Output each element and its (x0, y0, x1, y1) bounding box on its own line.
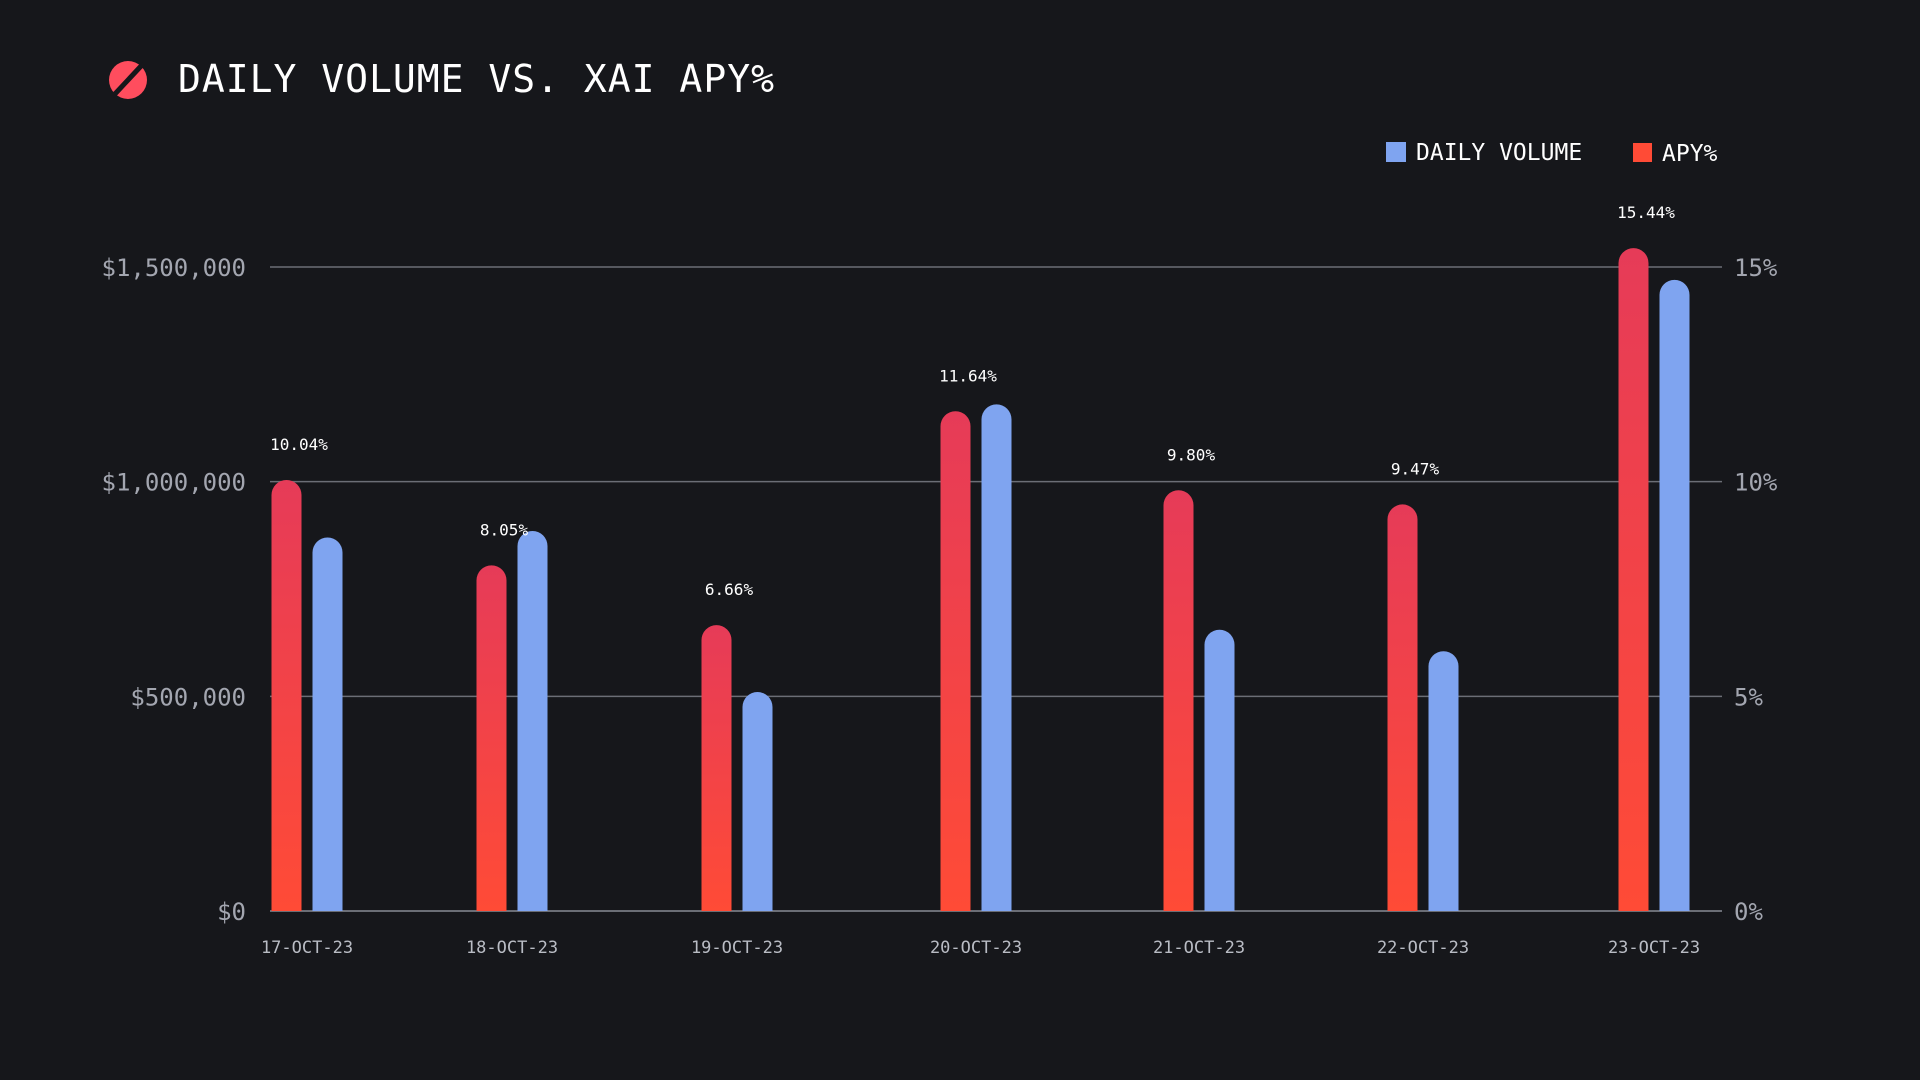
chart-title: DAILY VOLUME VS. XAI APY% (178, 57, 775, 101)
apy-data-label: 9.80% (1167, 445, 1216, 464)
bar-apy (701, 625, 732, 911)
bar-apy (1387, 504, 1418, 911)
apy-data-label: 11.64% (939, 366, 997, 385)
x-axis: 17-OCT-23 18-OCT-23 19-OCT-23 20-OCT-23 21-O… (261, 938, 1700, 958)
y-left-tick-label: $1,500,000 (102, 254, 247, 282)
apy-data-label: 6.66% (705, 580, 754, 599)
bar-volume (1204, 629, 1235, 911)
x-tick-label: 17-OCT-23 (261, 938, 353, 958)
x-tick-label: 19-OCT-23 (691, 938, 783, 958)
bar-apy (940, 411, 971, 911)
y-axis-right: 0% 5% 10% 15% (1734, 254, 1778, 926)
bar-volume (742, 692, 773, 911)
y-right-tick-label: 10% (1734, 469, 1778, 497)
x-tick-label: 23-OCT-23 (1608, 938, 1700, 958)
bar-volume (517, 531, 548, 911)
bar-volume (1428, 651, 1459, 911)
apy-data-label: 15.44% (1617, 203, 1675, 222)
slashed-circle-logo-icon (109, 61, 147, 99)
y-left-tick-label: $1,000,000 (102, 469, 247, 497)
bar-apy (1618, 248, 1649, 911)
bar-apy (271, 479, 302, 911)
y-right-tick-label: 15% (1734, 254, 1778, 282)
bars (271, 248, 1690, 912)
y-right-tick-label: 5% (1734, 683, 1763, 711)
bar-apy (1163, 490, 1194, 911)
x-tick-label: 21-OCT-23 (1153, 938, 1245, 958)
x-tick-label: 20-OCT-23 (930, 938, 1022, 958)
y-left-tick-label: $500,000 (130, 683, 246, 711)
x-tick-label: 22-OCT-23 (1377, 938, 1469, 958)
bar-volume (1659, 279, 1690, 912)
apy-data-label: 9.47% (1391, 459, 1440, 478)
data-labels: 10.04% 8.05% 6.66% 11.64% 9.80% 9.47% 15.44% (270, 203, 1675, 599)
legend-swatch-apy (1633, 143, 1652, 162)
y-left-tick-label: $0 (217, 898, 246, 926)
apy-data-label: 10.04% (270, 435, 328, 454)
bar-volume (981, 404, 1012, 911)
legend-label-volume: DAILY VOLUME (1416, 140, 1582, 166)
y-right-tick-label: 0% (1734, 898, 1763, 926)
legend: DAILY VOLUME APY% (1386, 140, 1718, 167)
bar-apy (476, 565, 507, 911)
apy-data-label: 8.05% (480, 520, 529, 539)
legend-swatch-volume (1386, 142, 1406, 162)
bar-volume (312, 537, 343, 911)
y-axis-left: $0 $500,000 $1,000,000 $1,500,000 (102, 254, 247, 926)
x-tick-label: 18-OCT-23 (466, 938, 558, 958)
legend-label-apy: APY% (1662, 141, 1718, 167)
